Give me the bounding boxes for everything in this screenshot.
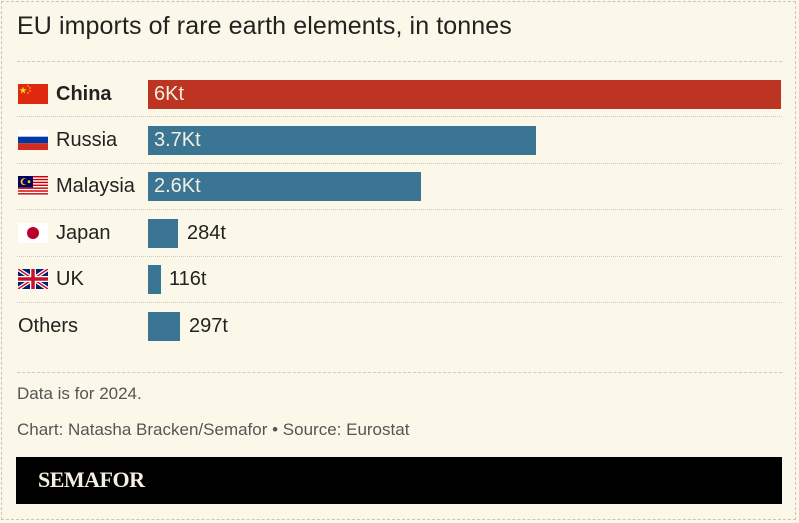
country-label: Others — [18, 315, 79, 337]
bar-malaysia — [148, 172, 421, 201]
russia-flag-icon — [18, 130, 48, 150]
bar-row-japan: Japan 284t — [0, 219, 799, 248]
value-label: 284t — [187, 222, 226, 244]
bar-row-russia: Russia 3.7Kt — [0, 126, 799, 155]
bar-uk — [148, 265, 161, 294]
row-divider — [17, 209, 782, 210]
credit-note: Chart: Natasha Bracken/Semafor • Source:… — [17, 420, 410, 439]
china-flag-icon — [18, 84, 48, 104]
country-label: China — [56, 83, 112, 105]
value-label: 2.6Kt — [154, 175, 201, 197]
bar-row-uk: UK 116t — [0, 265, 799, 294]
bar-others — [148, 312, 180, 341]
row-divider — [17, 302, 782, 303]
bar-china — [148, 80, 781, 109]
row-divider — [17, 163, 782, 164]
brand-bar: SEMAFOR — [16, 457, 782, 504]
title-divider — [17, 61, 782, 62]
bar-row-china: China 6Kt — [0, 80, 799, 109]
notes-divider — [17, 372, 782, 373]
country-label: Japan — [56, 222, 111, 244]
chart-title: EU imports of rare earth elements, in to… — [17, 12, 512, 40]
malaysia-flag-icon — [18, 176, 48, 196]
value-label: 116t — [169, 268, 207, 290]
bar-russia — [148, 126, 536, 155]
japan-flag-icon — [18, 223, 48, 243]
bar-row-malaysia: Malaysia 2.6Kt — [0, 172, 799, 201]
row-divider — [17, 256, 782, 257]
value-label: 297t — [189, 315, 228, 337]
brand-logo: SEMAFOR — [38, 467, 145, 492]
value-label: 3.7Kt — [154, 129, 201, 151]
bar-row-others: Others 297t — [0, 312, 799, 341]
uk-flag-icon — [18, 269, 48, 289]
data-year-note: Data is for 2024. — [17, 384, 142, 403]
country-label: Russia — [56, 129, 118, 151]
bar-japan — [148, 219, 178, 248]
country-label: UK — [56, 268, 84, 290]
country-label: Malaysia — [56, 175, 135, 197]
value-label: 6Kt — [154, 83, 185, 105]
row-divider — [17, 116, 782, 117]
